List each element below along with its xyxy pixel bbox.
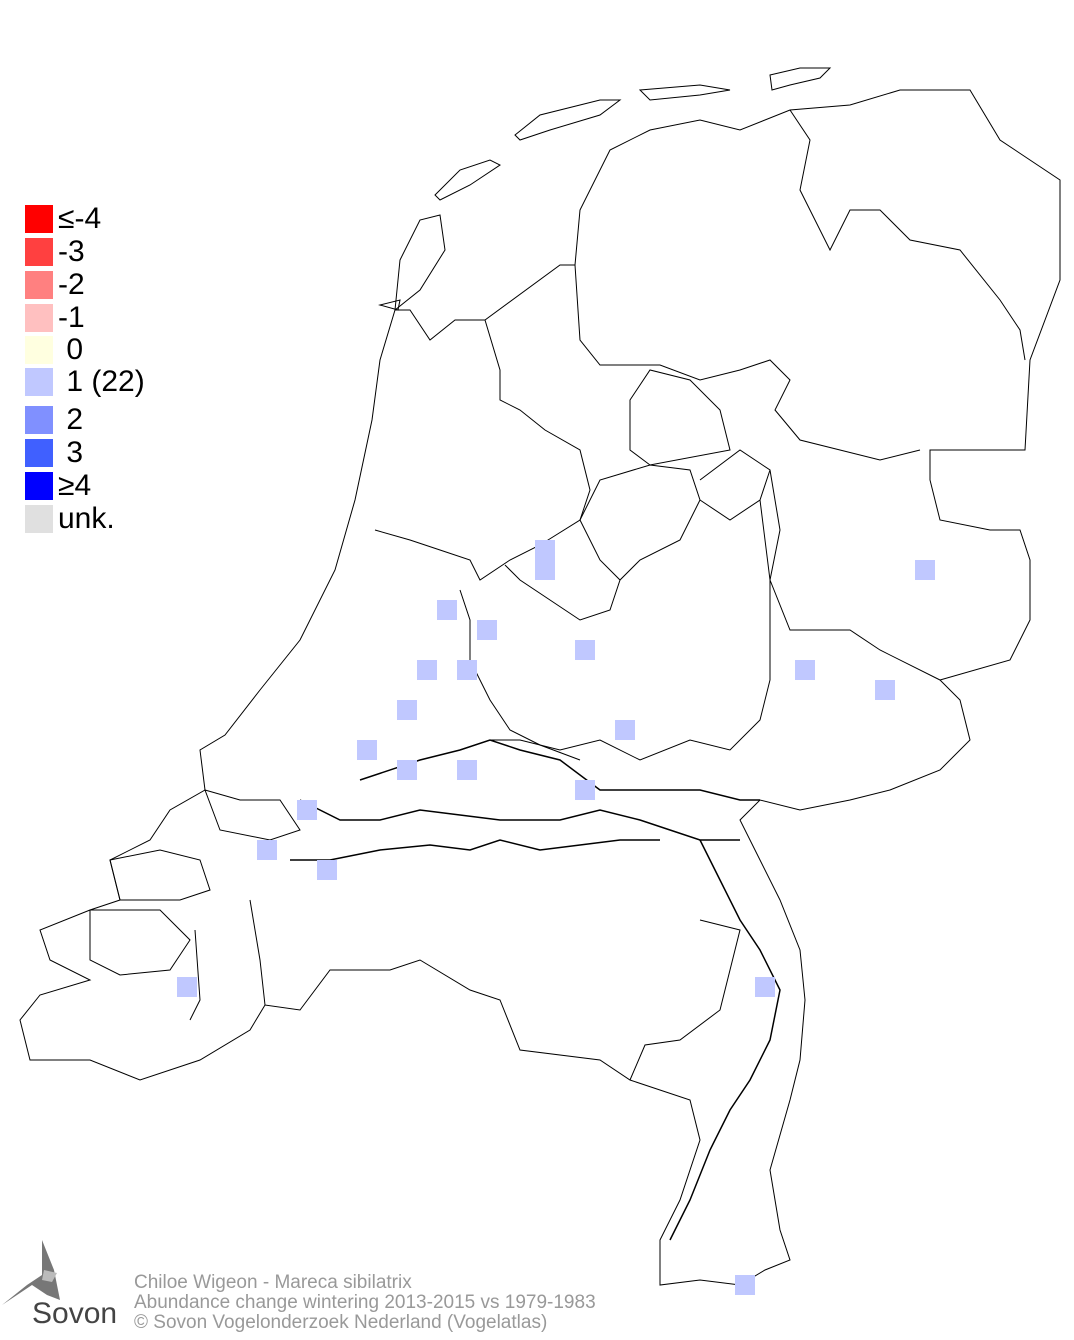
grid-cell (257, 840, 277, 860)
grid-cell (875, 680, 895, 700)
legend-item: unk. (25, 502, 115, 535)
grid-cell (177, 977, 197, 997)
grid-cells (177, 540, 935, 1295)
grid-cell (457, 760, 477, 780)
legend-label: unk. (58, 502, 115, 535)
species-title: Chiloe Wigeon - Mareca sibilatrix (134, 1272, 412, 1293)
grid-cell (535, 540, 555, 560)
grid-cell (735, 1275, 755, 1295)
sovon-swallow-logo (2, 1240, 60, 1305)
grid-cell (575, 780, 595, 800)
grid-cell (317, 860, 337, 880)
grid-cell (795, 660, 815, 680)
legend-item: 2 (25, 403, 84, 436)
grid-cell (417, 660, 437, 680)
legend-item: ≥4 (25, 469, 92, 502)
legend-label: 0 (58, 333, 84, 366)
grid-cell (397, 760, 417, 780)
legend-label: -1 (58, 301, 85, 334)
grid-cell (575, 640, 595, 660)
legend-label: 2 (58, 403, 84, 436)
legend-swatch (25, 336, 53, 364)
legend-label: ≥4 (58, 469, 92, 502)
map-caption: Chiloe Wigeon - Mareca sibilatrix Abunda… (134, 1273, 596, 1333)
grid-cell (615, 720, 635, 740)
legend-label: -2 (58, 268, 85, 301)
legend-label: 1 (22) (58, 365, 145, 398)
legend-swatch (25, 406, 53, 434)
legend-label: -3 (58, 235, 85, 268)
legend-swatch (25, 271, 53, 299)
legend-item: -2 (25, 268, 85, 301)
legend-item: -1 (25, 301, 85, 334)
logo-text: Sovon (32, 1297, 118, 1330)
grid-cell (437, 600, 457, 620)
grid-cell (915, 560, 935, 580)
legend-swatch (25, 439, 53, 467)
legend-item: 3 (25, 436, 84, 469)
legend-swatch (25, 238, 53, 266)
grid-cell (297, 800, 317, 820)
legend-item: ≤-4 (25, 202, 102, 235)
legend-swatch (25, 205, 53, 233)
grid-cell (535, 560, 555, 580)
map-subtitle: Abundance change wintering 2013-2015 vs … (134, 1292, 596, 1313)
legend-swatch (25, 505, 53, 533)
legend-item: -3 (25, 235, 85, 268)
legend-item: 0 (25, 333, 84, 366)
grid-cell (397, 700, 417, 720)
legend-label: 3 (58, 436, 84, 469)
legend-label: ≤-4 (58, 202, 102, 235)
legend-swatch (25, 368, 53, 396)
legend-item: 1 (22) (25, 365, 145, 398)
grid-cell (755, 977, 775, 997)
map-outline (19, 67, 1061, 1286)
grid-cell (357, 740, 377, 760)
copyright: © Sovon Vogelonderzoek Nederland (Vogela… (134, 1312, 548, 1333)
legend-swatch (25, 472, 53, 500)
grid-cell (457, 660, 477, 680)
legend-swatch (25, 304, 53, 332)
grid-cell (477, 620, 497, 640)
